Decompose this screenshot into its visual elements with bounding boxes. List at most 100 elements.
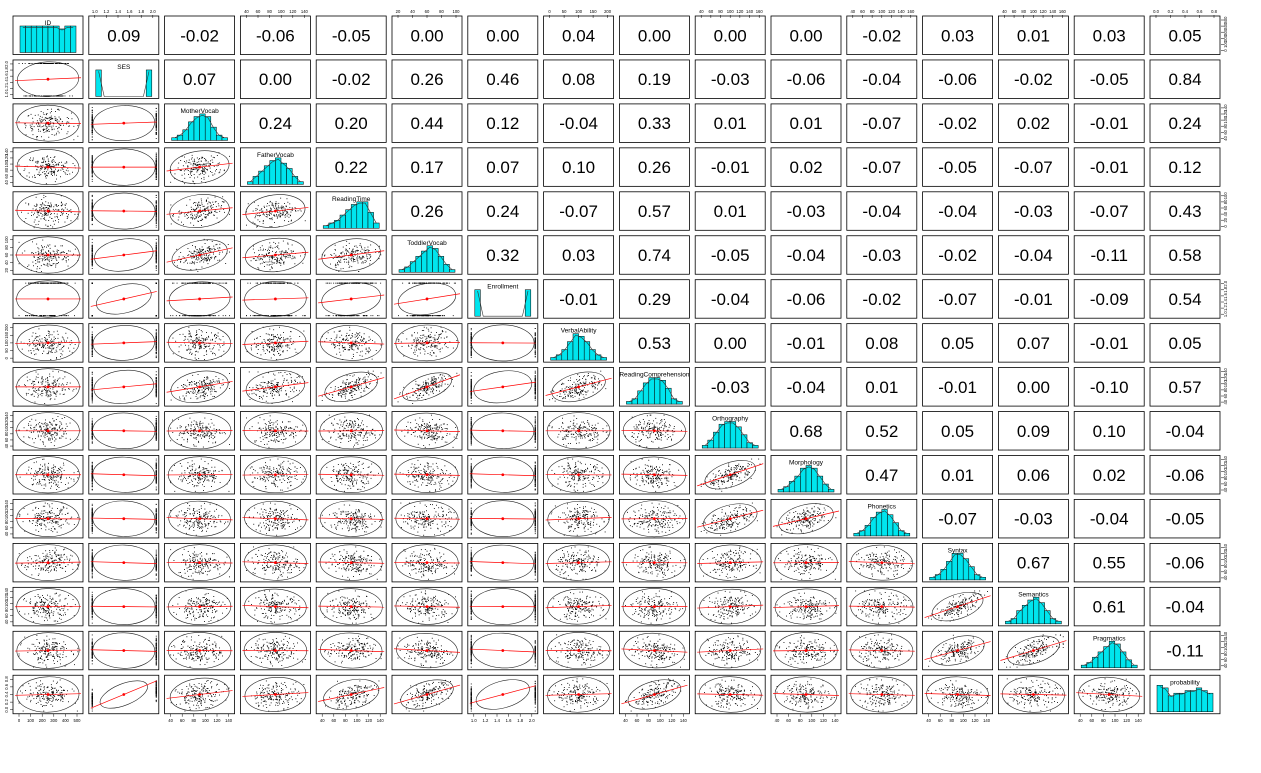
- correlation-panel-FatherVocab-Morphology: 0.02: [771, 148, 841, 187]
- tick-label: 300: [50, 718, 58, 723]
- tick-label: 40: [1223, 211, 1228, 216]
- histogram-bar-Syntax-8: [974, 575, 980, 580]
- correlation-panel-FatherVocab-Syntax: -0.05: [923, 148, 993, 187]
- tick-label: 0.6: [4, 683, 9, 689]
- histogram-bar-ReadingComprehension-7: [666, 388, 672, 404]
- histogram-bar-FatherVocab-4: [270, 161, 276, 185]
- mean-point: [653, 649, 656, 652]
- correlation-panel-VerbalAbility-Syntax: 0.05: [923, 324, 993, 363]
- scatter-panel-Phonetics-ToddlerVocab: [392, 499, 462, 538]
- histogram-bar-VerbalAbility-1: [556, 355, 562, 360]
- correlation-value-MotherVocab-FatherVocab: 0.24: [259, 114, 292, 133]
- correlation-panel-ToddlerVocab-Syntax: -0.02: [923, 236, 993, 275]
- tick-label: 140: [898, 9, 906, 14]
- histogram-bar-ReadingComprehension-1: [632, 399, 638, 404]
- tick-label: 80: [1021, 9, 1026, 14]
- tick-label: 2.0: [1223, 280, 1228, 286]
- correlation-panel-Enrollment-VerbalAbility: -0.01: [544, 280, 614, 319]
- histogram-bar-Syntax-6: [963, 559, 969, 580]
- scatter-panel-Phonetics-FatherVocab: [240, 499, 310, 538]
- variable-label-ID: ID: [45, 20, 52, 27]
- tick-label: 200: [4, 323, 9, 331]
- scatter-panel-probability-ReadingComprehension: [619, 674, 689, 714]
- tick-label: 140: [1223, 104, 1228, 112]
- correlation-value-ToddlerVocab-ReadingComprehension: 0.74: [638, 246, 671, 265]
- tick-label: 120: [1123, 718, 1131, 723]
- correlation-value-Orthography-Semantics: 0.09: [1017, 422, 1050, 441]
- correlation-panel-ToddlerVocab-Semantics: -0.04: [998, 236, 1068, 275]
- tick-label: 40: [850, 9, 855, 14]
- tick-label: 40: [4, 179, 9, 184]
- correlation-value-ReadingComprehension-Morphology: -0.04: [787, 378, 826, 397]
- diagonal-panel-VerbalAbility: VerbalAbility: [544, 324, 614, 363]
- scatter-panel-Orthography-MotherVocab: [165, 412, 235, 451]
- mean-point: [501, 605, 504, 608]
- histogram-bar-Orthography-5: [730, 422, 736, 449]
- variable-label-Enrollment: Enrollment: [487, 284, 518, 291]
- correlation-value-Morphology-Pragmatics: 0.02: [1093, 466, 1126, 485]
- tick-label: 60: [4, 252, 9, 257]
- tick-label: 120: [668, 718, 676, 723]
- tick-label: 1.4: [494, 718, 500, 723]
- correlation-panel-Phonetics-Pragmatics: -0.04: [1074, 499, 1144, 538]
- mean-point: [47, 693, 50, 696]
- scatter-panel-Enrollment-ReadingTime: [316, 279, 386, 318]
- tick-label: 140: [301, 9, 309, 14]
- variable-label-Phonetics: Phonetics: [868, 503, 897, 510]
- histogram-bar-Orthography-8: [747, 443, 753, 448]
- mean-point: [577, 693, 580, 696]
- tick-label: 200: [39, 718, 47, 723]
- correlation-panel-Morphology-Pragmatics: 0.02: [1074, 456, 1144, 495]
- tick-label: 40: [168, 718, 173, 723]
- histogram-bar-ID-2: [31, 26, 37, 53]
- histogram-bar-Orthography-6: [736, 427, 742, 448]
- histogram-bar-Syntax-1: [935, 575, 941, 580]
- tick-label: 60: [1223, 205, 1228, 210]
- histogram-bar-Semantics-4: [1028, 600, 1034, 624]
- correlation-value-ReadingTime-Morphology: -0.03: [787, 202, 826, 221]
- correlation-value-ReadingComprehension-Phonetics: 0.01: [865, 378, 898, 397]
- correlation-panel-FatherVocab-ToddlerVocab: 0.17: [392, 148, 462, 187]
- histogram-bar-ReadingComprehension-2: [638, 391, 644, 404]
- correlation-value-VerbalAbility-Semantics: 0.07: [1017, 334, 1050, 353]
- histogram-bar-Pragmatics-0: [1081, 665, 1087, 668]
- tick-label: 140: [377, 718, 385, 723]
- histogram-bar-Phonetics-7: [893, 523, 899, 536]
- correlation-panel-ToddlerVocab-Orthography: -0.05: [695, 236, 765, 275]
- scatter-panel-ReadingComprehension-MotherVocab: [165, 367, 235, 407]
- scatter-panel-Morphology-FatherVocab: [240, 456, 310, 495]
- correlation-panel-Morphology-probability: -0.06: [1150, 456, 1220, 495]
- correlation-value-Syntax-probability: -0.06: [1166, 554, 1205, 573]
- histogram-bar-MotherVocab-1: [177, 135, 183, 140]
- tick-label: 120: [888, 9, 896, 14]
- scatter-panel-probability-ToddlerVocab: [392, 674, 462, 714]
- scatter-panel-Semantics-Syntax: [923, 587, 993, 627]
- tick-label: 40: [1223, 399, 1228, 404]
- correlation-panel-ToddlerVocab-VerbalAbility: 0.03: [544, 236, 614, 275]
- tick-label: 0.8: [4, 676, 9, 682]
- tick-label: 40: [623, 718, 628, 723]
- tick-label: 160: [756, 9, 764, 14]
- mean-point: [577, 429, 580, 432]
- tick-label: 0: [18, 718, 21, 723]
- mean-point: [274, 298, 277, 301]
- correlation-value-MotherVocab-VerbalAbility: -0.04: [559, 114, 598, 133]
- correlation-panel-ReadingTime-probability: 0.43: [1150, 192, 1220, 231]
- mean-point: [350, 429, 353, 432]
- correlation-value-VerbalAbility-Phonetics: 0.08: [865, 334, 898, 353]
- mean-point: [805, 649, 808, 652]
- correlation-panel-ID-ToddlerVocab: 0.00: [392, 16, 462, 55]
- correlation-panel-ReadingTime-Syntax: -0.04: [923, 192, 993, 231]
- correlation-value-Enrollment-probability: 0.54: [1168, 290, 1201, 309]
- scatter-panel-Syntax-SES: [89, 543, 159, 582]
- tick-label: 40: [244, 9, 249, 14]
- scatter-panel-Morphology-ID: [13, 456, 83, 495]
- correlation-value-SES-Pragmatics: -0.05: [1090, 70, 1129, 89]
- scatter-panel-Pragmatics-ReadingTime: [316, 631, 386, 670]
- mean-point: [274, 385, 277, 388]
- histogram-bar-Pragmatics-7: [1120, 652, 1126, 668]
